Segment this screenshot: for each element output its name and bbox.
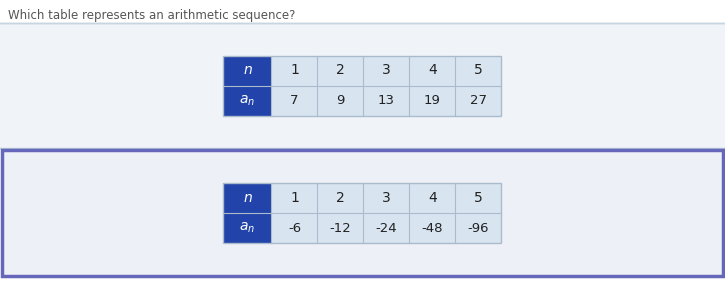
Bar	[318, 183, 363, 213]
Text: -48: -48	[422, 221, 443, 235]
Text: -96: -96	[468, 221, 489, 235]
Bar	[410, 183, 455, 213]
Text: $n$: $n$	[243, 64, 252, 78]
Bar	[455, 56, 502, 85]
Bar	[223, 213, 271, 243]
Text: 2: 2	[336, 64, 345, 78]
Text: 4: 4	[428, 191, 437, 205]
Text: 7: 7	[290, 94, 299, 107]
Bar	[271, 85, 318, 115]
Bar	[271, 183, 318, 213]
Bar	[455, 85, 502, 115]
Text: 9: 9	[336, 94, 344, 107]
Text: 5: 5	[474, 191, 483, 205]
Text: -6: -6	[288, 221, 301, 235]
Text: 13: 13	[378, 94, 395, 107]
Bar	[223, 85, 271, 115]
Text: 3: 3	[382, 64, 391, 78]
Bar	[0, 23, 725, 148]
Bar	[318, 213, 363, 243]
Bar	[318, 56, 363, 85]
Bar	[363, 213, 410, 243]
Text: 2: 2	[336, 191, 345, 205]
Bar	[455, 213, 502, 243]
Bar	[2, 150, 723, 276]
Text: 1: 1	[290, 191, 299, 205]
Text: 5: 5	[474, 64, 483, 78]
Text: 3: 3	[382, 191, 391, 205]
Text: Which table represents an arithmetic sequence?: Which table represents an arithmetic seq…	[8, 9, 295, 22]
Bar	[410, 56, 455, 85]
Text: 19: 19	[424, 94, 441, 107]
Bar	[223, 183, 502, 243]
Text: 27: 27	[470, 94, 487, 107]
Text: 1: 1	[290, 64, 299, 78]
Bar	[2, 150, 723, 276]
Bar	[318, 85, 363, 115]
Text: $a_n$: $a_n$	[239, 221, 255, 235]
Bar	[363, 183, 410, 213]
Bar	[271, 213, 318, 243]
Text: -12: -12	[330, 221, 352, 235]
Bar	[223, 56, 502, 115]
Bar	[410, 85, 455, 115]
Text: -24: -24	[376, 221, 397, 235]
Text: $a_n$: $a_n$	[239, 93, 255, 108]
Bar	[455, 183, 502, 213]
Bar	[223, 56, 271, 85]
Bar	[363, 56, 410, 85]
Text: $n$: $n$	[243, 191, 252, 205]
Bar	[363, 85, 410, 115]
Text: 4: 4	[428, 64, 437, 78]
Bar	[271, 56, 318, 85]
Bar	[223, 183, 271, 213]
Bar	[410, 213, 455, 243]
